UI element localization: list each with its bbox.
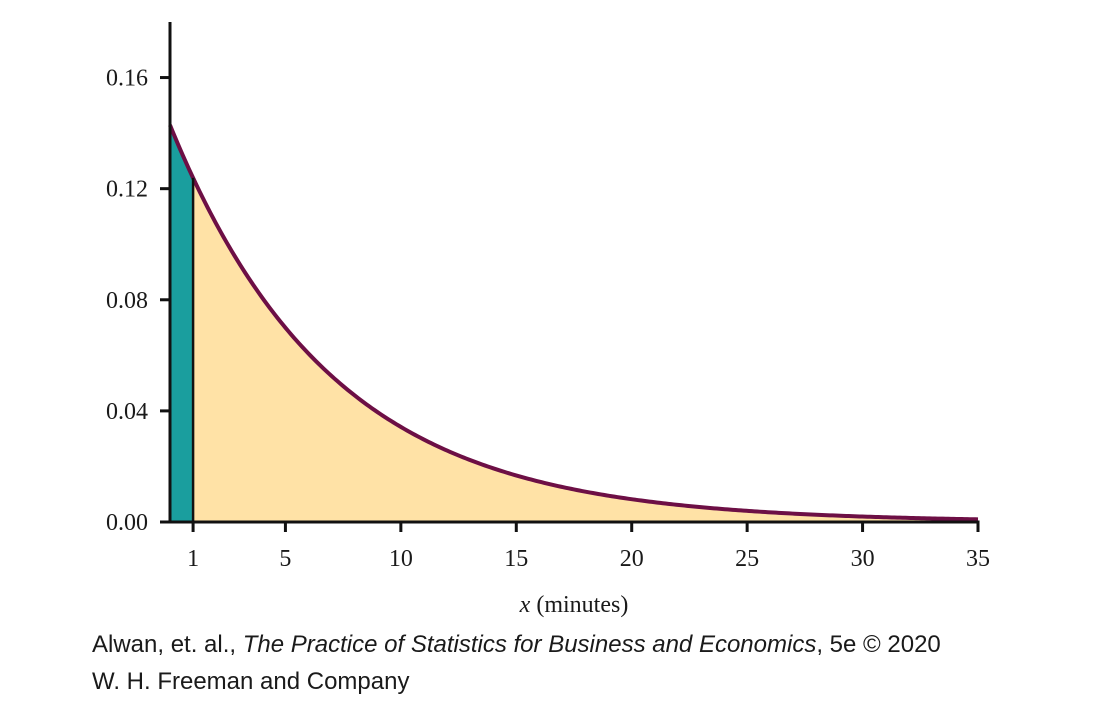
y-tick-label: 0.16: [106, 66, 148, 92]
y-ticks: 0.00 0.04 0.08 0.12 0.16: [106, 66, 170, 536]
y-tick-label: 0.12: [106, 177, 148, 203]
x-ticks: 1 5 10 15 20 25 30 35: [187, 522, 990, 572]
credit-line-1: Alwan, et. al., The Practice of Statisti…: [92, 631, 941, 659]
credit-authors: Alwan, et. al.,: [92, 631, 243, 658]
x-tick-label: 1: [187, 546, 199, 572]
x-axis-variable: x: [519, 592, 531, 618]
chart: 0.000.040.080.120.16 1 5 10 15 20 25 30 35 x (m…: [106, 22, 990, 618]
credit-publisher: W. H. Freeman and Company: [92, 668, 410, 695]
shaded-region-2: [193, 177, 979, 522]
x-tick-label: 35: [966, 546, 990, 572]
shaded-regions: [170, 125, 979, 522]
shaded-region-1: [170, 125, 194, 522]
credit-edition: , 5e © 2020: [816, 631, 941, 658]
y-tick-label: 0.04: [106, 399, 148, 425]
density-curve: [168, 124, 979, 522]
y-tick-label: 0.08: [106, 288, 148, 314]
x-tick-label: 30: [851, 546, 875, 572]
x-tick-label: 10: [389, 546, 413, 572]
x-axis-title: x (minutes): [519, 592, 629, 618]
x-tick-label: 15: [504, 546, 528, 572]
x-axis-unit: (minutes): [530, 592, 628, 618]
x-tick-label: 20: [620, 546, 644, 572]
x-tick-label: 25: [735, 546, 759, 572]
y-tick-label: 0.00: [106, 510, 148, 536]
x-tick-label: 5: [279, 546, 291, 572]
credit-line-2: W. H. Freeman and Company: [92, 668, 409, 696]
credit-book-title: The Practice of Statistics for Business …: [242, 631, 817, 658]
